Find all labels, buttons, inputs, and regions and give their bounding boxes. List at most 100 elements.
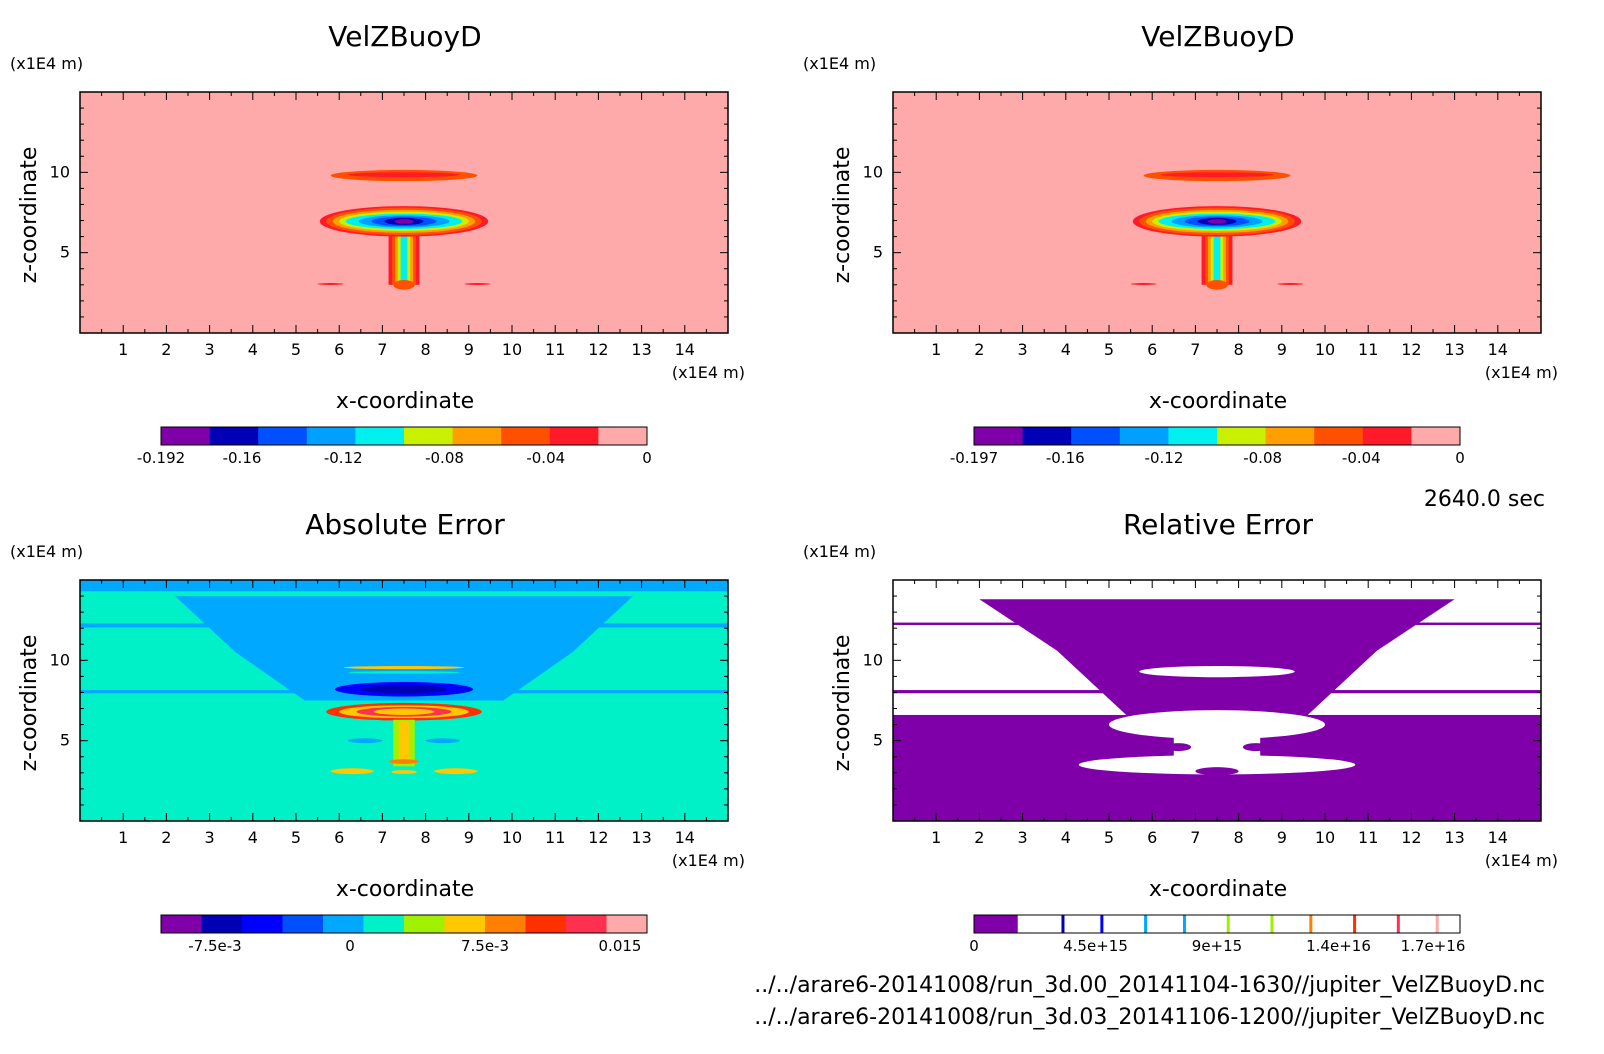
colorbar-label: -0.12 xyxy=(324,449,363,467)
colorbar-swatch xyxy=(1226,915,1230,933)
x-tick-label: 4 xyxy=(248,340,258,359)
colorbar-label: -0.04 xyxy=(1342,449,1381,467)
error-blob xyxy=(425,738,461,744)
x-tick-label: 5 xyxy=(1104,828,1114,847)
side-blob xyxy=(317,283,344,285)
colorbar-frame xyxy=(160,426,648,446)
panel-velzbuoyd-left: VelZBuoyD (x1E4 m) (x1E4 m) x-coordinate… xyxy=(10,20,745,467)
error-stem xyxy=(398,721,410,764)
colorbar-swatch xyxy=(974,427,1024,445)
colorbar-swatch xyxy=(549,427,599,445)
x-tick-label: 14 xyxy=(675,340,695,359)
colorbar-swatch xyxy=(1270,915,1274,933)
panel-title: Absolute Error xyxy=(305,508,505,541)
panel-velzbuoyd-right: VelZBuoyD (x1E4 m) (x1E4 m) x-coordinate… xyxy=(803,20,1558,467)
plume-stem xyxy=(1213,220,1221,285)
x-tick-label: 3 xyxy=(1018,340,1028,359)
footer-file-2: ../../arare6-20141008/run_3d.03_20141106… xyxy=(754,1005,1545,1030)
colorbar-background xyxy=(974,915,1460,933)
x-tick-label: 14 xyxy=(1488,340,1508,359)
purple-dome xyxy=(979,599,1455,715)
x-tick-label: 14 xyxy=(675,828,695,847)
error-cap xyxy=(373,708,435,715)
error-arc xyxy=(360,685,448,694)
x-axis-label: x-coordinate xyxy=(336,877,474,902)
plot-area xyxy=(80,92,728,333)
x-tick-label: 4 xyxy=(1061,340,1071,359)
x-unit-label: (x1E4 m) xyxy=(672,851,745,870)
panel-title: VelZBuoyD xyxy=(328,20,481,53)
x-tick-label: 1 xyxy=(118,828,128,847)
x-tick-label: 1 xyxy=(931,828,941,847)
x-tick-label: 9 xyxy=(1277,828,1287,847)
plume-cap-contour xyxy=(1207,219,1227,224)
y-axis-label: z-coordinate xyxy=(17,635,42,772)
colorbar-swatch xyxy=(1119,427,1169,445)
x-tick-label: 14 xyxy=(1488,828,1508,847)
plume-cap-contour xyxy=(394,219,414,224)
colorbar-label: 0 xyxy=(642,449,652,467)
colorbar-swatch xyxy=(1168,427,1218,445)
colorbar: -0.192 -0.16 -0.12 -0.08 -0.04 0 xyxy=(137,426,652,467)
side-blob xyxy=(1130,283,1157,285)
stem-base xyxy=(1206,279,1228,290)
plot-area xyxy=(893,580,1541,821)
colorbar-swatch xyxy=(363,915,405,933)
plot-area xyxy=(893,92,1541,333)
x-tick-label: 10 xyxy=(1315,828,1335,847)
colorbar-label: -0.08 xyxy=(425,449,464,467)
x-tick-label: 5 xyxy=(291,828,301,847)
x-tick-label: 2 xyxy=(974,340,984,359)
colorbar-swatch xyxy=(566,915,607,933)
colorbar-frame xyxy=(973,914,1461,934)
x-tick-label: 5 xyxy=(1104,340,1114,359)
y-tick-label: 5 xyxy=(60,243,70,262)
error-blob xyxy=(434,768,478,775)
colorbar-label: 0 xyxy=(1455,449,1465,467)
purple-blob xyxy=(1165,743,1192,752)
x-tick-label: 12 xyxy=(1401,828,1421,847)
x-tick-label: 8 xyxy=(1234,340,1244,359)
colorbar-frame xyxy=(160,914,648,934)
time-label: 2640.0 sec xyxy=(1424,487,1545,512)
y-tick-label: 5 xyxy=(873,731,883,750)
colorbar-label: 7.5e-3 xyxy=(461,937,509,955)
plume-stem xyxy=(400,220,408,285)
error-arc xyxy=(347,671,461,674)
x-tick-label: 11 xyxy=(1358,340,1378,359)
colorbar-swatch xyxy=(1353,915,1357,933)
colorbar-swatch xyxy=(258,427,308,445)
x-tick-label: 7 xyxy=(1190,340,1200,359)
x-tick-label: 2 xyxy=(161,828,171,847)
colorbar-label: 4.5e+15 xyxy=(1063,937,1128,955)
colorbar-label: -0.04 xyxy=(526,449,565,467)
colorbar-swatch xyxy=(501,427,551,445)
x-tick-label: 2 xyxy=(974,828,984,847)
colorbar-swatch xyxy=(404,427,454,445)
y-tick-label: 10 xyxy=(863,650,883,669)
error-dome xyxy=(175,596,633,701)
error-blob xyxy=(391,770,417,774)
x-tick-label: 6 xyxy=(334,340,344,359)
colorbar-frame xyxy=(973,426,1461,446)
x-unit-label: (x1E4 m) xyxy=(1485,363,1558,382)
colorbar-swatch xyxy=(242,915,283,933)
x-tick-label: 10 xyxy=(502,828,522,847)
x-tick-label: 7 xyxy=(377,340,387,359)
y-axis-label: z-coordinate xyxy=(830,635,855,772)
colorbar-swatch xyxy=(452,427,502,445)
y-tick-label: 5 xyxy=(873,243,883,262)
panel-relative-error: Relative Error (x1E4 m) (x1E4 m) x-coord… xyxy=(803,508,1558,955)
colorbar-swatch xyxy=(306,427,356,445)
x-tick-label: 11 xyxy=(545,340,565,359)
x-tick-label: 8 xyxy=(421,828,431,847)
y-tick-label: 10 xyxy=(863,162,883,181)
colorbar-label: 0.015 xyxy=(599,937,642,955)
x-tick-label: 12 xyxy=(1401,340,1421,359)
error-arc xyxy=(343,665,465,670)
x-axis-label: x-coordinate xyxy=(336,389,474,414)
colorbar-swatch xyxy=(1100,915,1104,933)
colorbar-swatch xyxy=(1309,915,1313,933)
